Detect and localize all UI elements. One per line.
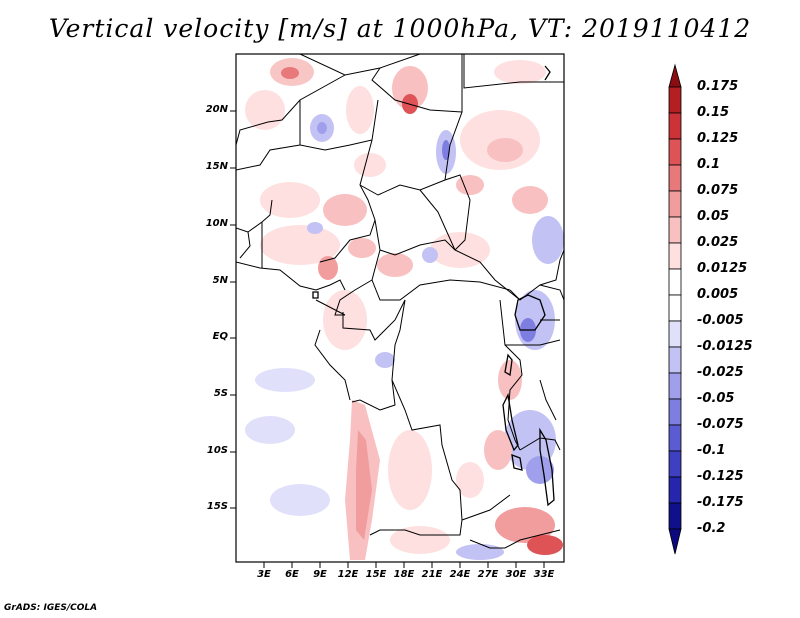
lakes <box>312 65 555 507</box>
colorbar-label: 0.0125 <box>697 261 748 276</box>
colorbar-label: -0.175 <box>697 495 744 510</box>
lon-label: 30E <box>505 569 527 580</box>
lon-label: 12E <box>337 569 359 580</box>
lat-label: 10S <box>206 445 228 456</box>
colorbar-label: 0.05 <box>697 209 730 224</box>
colorbar-box <box>668 86 682 114</box>
colorbar-box <box>668 424 682 452</box>
colorbar-box <box>668 138 682 166</box>
grads-credit: GrADS: IGES/COLA <box>4 603 98 613</box>
colorbar <box>668 63 682 555</box>
colorbar-label: -0.2 <box>697 521 726 536</box>
lon-label: 18E <box>393 569 415 580</box>
colorbar-box <box>668 346 682 374</box>
colorbar-label: 0.1 <box>697 157 721 172</box>
lon-label: 3E <box>257 569 271 580</box>
colorbar-label: -0.075 <box>697 417 744 432</box>
colorbar-label: -0.1 <box>697 443 726 458</box>
colorbar-label: -0.0125 <box>697 339 753 354</box>
colorbar-box <box>668 450 682 478</box>
colorbar-box <box>668 398 682 426</box>
lat-label: 15S <box>206 501 228 512</box>
colorbar-box <box>668 112 682 140</box>
colorbar-box <box>668 190 682 218</box>
lon-label: 33E <box>533 569 555 580</box>
colorbar-label: 0.125 <box>697 131 739 146</box>
colorbar-label: 0.15 <box>697 105 730 120</box>
country-borders <box>236 54 564 549</box>
map-title: Vertical velocity [m/s] at 1000hPa, VT: … <box>48 14 752 43</box>
velocity-field <box>245 58 564 560</box>
colorbar-box <box>668 372 682 400</box>
colorbar-box <box>668 216 682 244</box>
lat-label: 10N <box>205 218 228 229</box>
colorbar-label: -0.05 <box>697 391 735 406</box>
colorbar-box <box>668 242 682 270</box>
colorbar-label: 0.075 <box>697 183 739 198</box>
lon-label: 21E <box>421 569 443 580</box>
lon-label: 15E <box>365 569 387 580</box>
lon-label: 27E <box>477 569 499 580</box>
lon-label: 6E <box>285 569 299 580</box>
map-frame <box>235 53 565 563</box>
colorbar-label: 0.175 <box>697 79 739 94</box>
colorbar-label: 0.025 <box>697 235 739 250</box>
colorbar-label: -0.125 <box>697 469 744 484</box>
lat-label: EQ <box>212 331 228 342</box>
colorbar-label: -0.025 <box>697 365 744 380</box>
colorbar-box <box>668 502 682 530</box>
colorbar-label: -0.005 <box>697 313 744 328</box>
lat-label: 15N <box>205 161 228 172</box>
colorbar-label: 0.005 <box>697 287 739 302</box>
colorbar-box <box>668 268 682 296</box>
colorbar-box <box>668 320 682 348</box>
lat-label: 5N <box>212 275 228 286</box>
colorbar-box <box>668 294 682 322</box>
colorbar-top-arrow <box>668 63 682 88</box>
colorbar-bottom-arrow <box>668 528 682 555</box>
axis-ticks <box>230 110 545 568</box>
colorbar-box <box>668 476 682 504</box>
lon-label: 9E <box>313 569 327 580</box>
lon-label: 24E <box>449 569 471 580</box>
lat-label: 20N <box>205 104 228 115</box>
lat-label: 5S <box>213 388 228 399</box>
colorbar-box <box>668 164 682 192</box>
